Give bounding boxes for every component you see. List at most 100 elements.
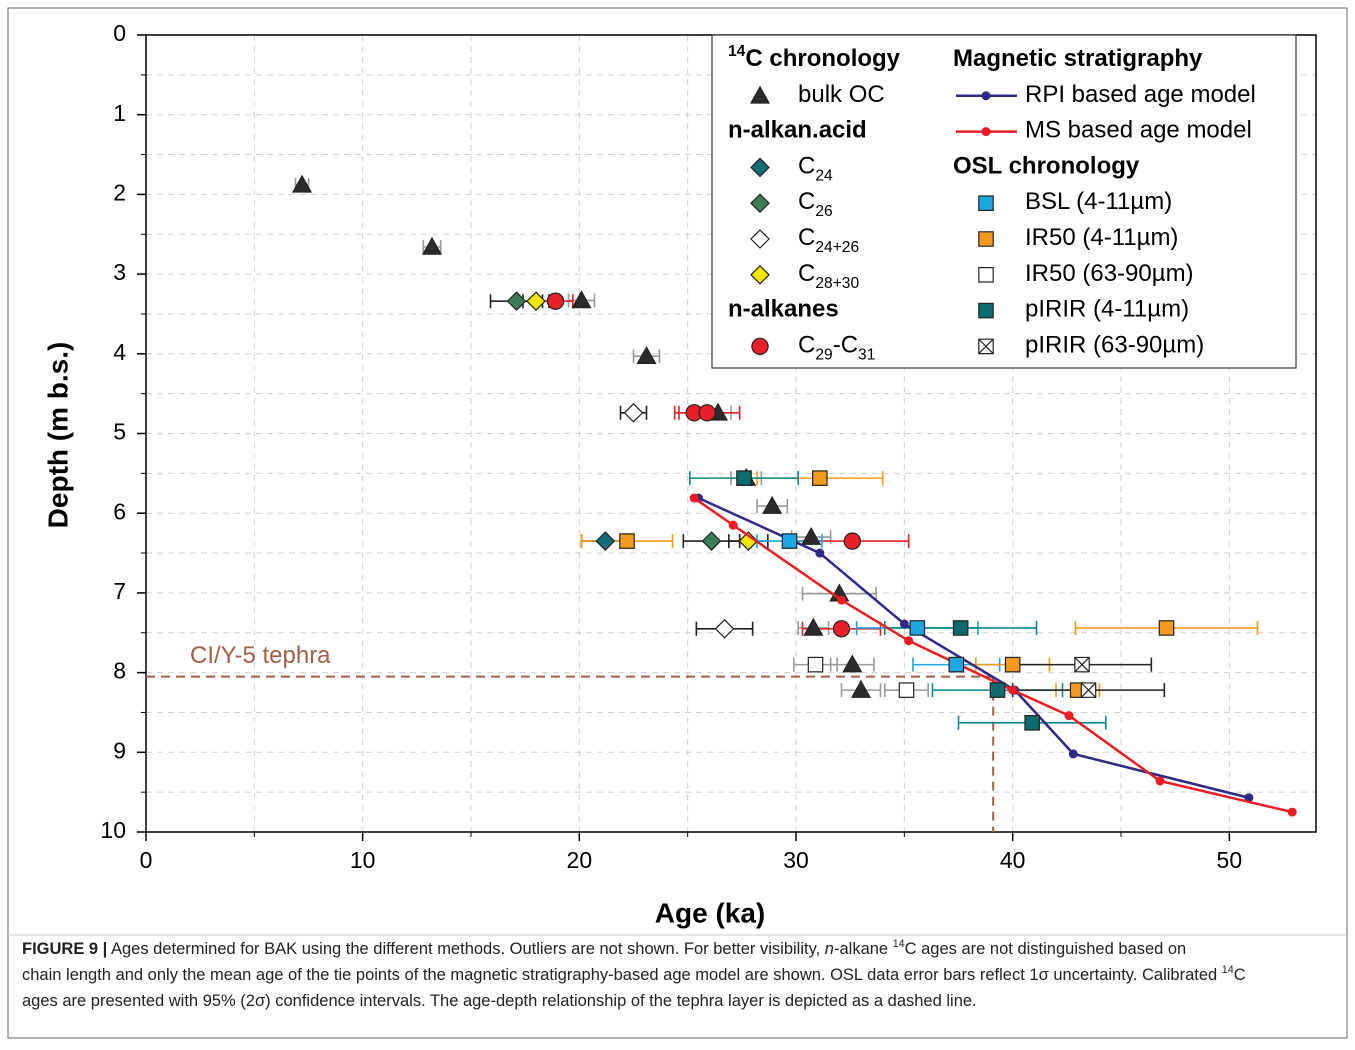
age-model-point (899, 619, 909, 629)
text-segment: 28+30 (815, 274, 859, 291)
legend-dot (981, 91, 991, 101)
age-model-point (815, 548, 825, 558)
point (595, 531, 616, 551)
legend-label: C29-C31 (798, 332, 875, 363)
text-segment: n-alkanes (728, 296, 839, 323)
age-model-point (837, 595, 846, 605)
point (843, 532, 862, 550)
legend-marker (978, 231, 994, 247)
point (1074, 656, 1090, 673)
text-segment: RPI based age model (1025, 81, 1256, 108)
text-segment: 14 (1222, 964, 1234, 976)
legend-marker (978, 195, 994, 211)
point (948, 656, 965, 673)
legend-title: Magnetic stratigraphy (953, 45, 1203, 72)
point (1024, 715, 1040, 731)
point (832, 620, 851, 638)
x-tick-label: 10 (350, 847, 376, 873)
legend-marker (750, 229, 770, 249)
age-model-point (689, 493, 699, 503)
x-tick-label: 50 (1217, 847, 1243, 873)
point (850, 679, 872, 698)
text-segment: Ages determined for BAK using the differ… (107, 940, 825, 958)
text-segment: C (798, 153, 815, 180)
text-segment: C (798, 332, 815, 359)
text-segment: 29 (815, 346, 832, 363)
x-tick-label: 20 (567, 847, 593, 873)
legend-title: n-alkanes (728, 296, 839, 323)
text-segment: C (798, 260, 815, 287)
legend-marker (750, 157, 770, 178)
text-segment: n (825, 940, 834, 958)
age-model-point (1064, 711, 1074, 721)
text-segment: BSL (4-11µm) (1025, 189, 1172, 216)
point (1080, 682, 1097, 698)
text-segment: 24+26 (815, 239, 859, 256)
text-segment: 26 (815, 203, 832, 220)
legend-marker (978, 302, 994, 319)
text-segment: 14 (728, 43, 746, 60)
age-model-point (1155, 776, 1165, 786)
text-segment: 31 (858, 346, 875, 363)
legend-marker (978, 338, 994, 355)
text-segment: OSL chronology (953, 153, 1140, 180)
y-tick-label: 7 (113, 578, 126, 604)
text-segment: 14 (893, 938, 905, 950)
legend-label: C26 (798, 189, 833, 220)
legend-marker (750, 193, 770, 214)
text-segment: C (798, 224, 815, 251)
age-model-point (1068, 749, 1078, 759)
legend-title: OSL chronology (953, 153, 1140, 180)
legend-dot (981, 127, 991, 137)
point (1004, 656, 1021, 673)
point (421, 236, 443, 255)
text-segment: Magnetic stratigraphy (953, 45, 1203, 72)
caption-line: chain length and only the mean age of th… (22, 964, 1246, 985)
legend-label: IR50 (4-11µm) (1025, 224, 1178, 251)
point (571, 290, 592, 309)
caption-line: ages are presented with 95% (2σ) confide… (22, 992, 977, 1010)
y-tick-label: 3 (113, 259, 126, 285)
text-segment: IR50 (4-11µm) (1025, 224, 1178, 251)
age-model-point (728, 520, 738, 530)
legend-title: n-alkan.acid (728, 117, 867, 144)
point (952, 620, 969, 636)
legend-label: bulk OC (798, 81, 885, 108)
point (989, 682, 1006, 698)
point (807, 656, 824, 673)
legend-box (711, 34, 1297, 369)
text-segment: FIGURE 9 | (22, 940, 107, 958)
caption-line: FIGURE 9 | Ages determined for BAK using… (22, 938, 1186, 959)
legend-label: IR50 (63-90µm) (1025, 260, 1194, 287)
legend-marker (750, 264, 770, 285)
legend-label: C24 (798, 153, 833, 184)
point (801, 526, 822, 545)
point (636, 345, 657, 364)
age-model-point (904, 636, 914, 646)
y-tick-label: 10 (100, 817, 126, 843)
legend-marker (749, 85, 771, 104)
point (842, 654, 863, 673)
legend-title: 14C chronology (728, 43, 901, 73)
text-segment: pIRIR (4-11µm) (1025, 296, 1189, 323)
point (506, 291, 527, 312)
x-tick-label: 30 (783, 847, 809, 873)
legend-label: pIRIR (4-11µm) (1025, 296, 1189, 323)
point (619, 533, 635, 549)
x-tick-label: 40 (1000, 847, 1026, 873)
point (738, 531, 759, 551)
age-model-point (1244, 793, 1254, 803)
point (898, 682, 915, 698)
legend-label: MS based age model (1025, 117, 1252, 144)
legend-label: RPI based age model (1025, 81, 1256, 108)
point (698, 404, 716, 422)
point (762, 495, 783, 514)
age-model-point (1287, 807, 1297, 817)
y-tick-label: 4 (113, 339, 126, 365)
text-segment: 24 (815, 167, 833, 184)
x-tick-label: 0 (140, 847, 153, 873)
frame (7, 7, 1348, 1039)
point (812, 470, 828, 486)
text-segment: chain length and only the mean age of th… (22, 966, 1222, 984)
